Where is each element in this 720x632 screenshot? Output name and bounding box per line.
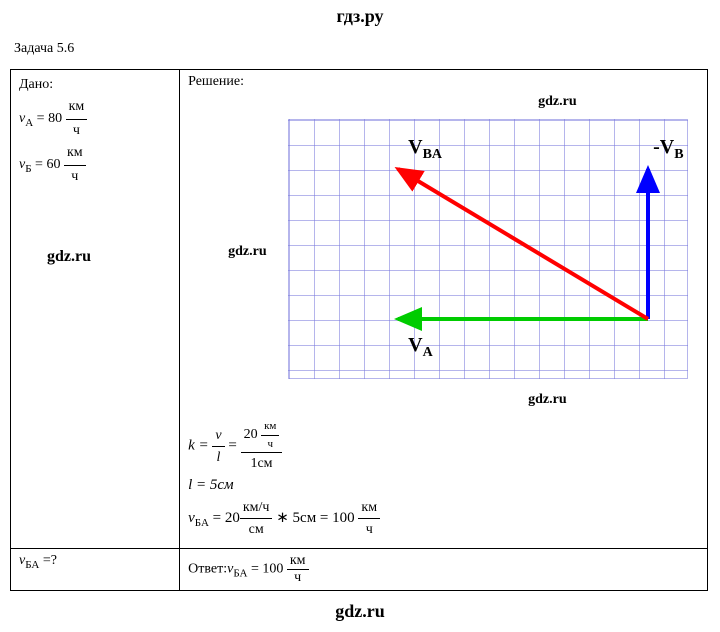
answer-cell: Ответ:vБА = 100 кмч [180, 548, 708, 590]
formula-l: l = 5см [188, 474, 699, 497]
watermark-top: гдз.ру [0, 0, 720, 41]
label-vA: VA [408, 334, 433, 361]
label-negVB: -VB [653, 136, 683, 163]
watermark-diag-bottom: gdz.ru [528, 392, 567, 408]
given-vB: vБ = 60 кмч [19, 142, 171, 188]
vector-vBA [398, 169, 648, 319]
watermark-bottom: gdz.ru [0, 591, 720, 632]
watermark-diag-top: gdz.ru [538, 94, 577, 110]
solution-label: Решение: [188, 74, 699, 92]
solution-cell: Решение: gdz.ru [180, 70, 708, 549]
formula-block: k = vl = 20 кмч1см l = 5см vБА = 20км/чс… [188, 416, 699, 544]
formula-vBA: vБА = 20км/чсм ∗ 5см = 100 кмч [188, 497, 699, 540]
find-cell: vБА =? [11, 548, 180, 590]
watermark-left: gdz.ru [19, 188, 171, 326]
formula-k: k = vl = 20 кмч1см [188, 418, 699, 474]
given-label: Дано: [19, 74, 171, 96]
watermark-sol-mid: gdz.ru [228, 244, 267, 260]
problem-title: Задача 5.6 [0, 41, 720, 69]
given-vA: vA = 80 кмч [19, 96, 171, 142]
vector-svg [288, 119, 688, 379]
given-cell: Дано: vA = 80 кмч vБ = 60 кмч gdz.ru [11, 70, 180, 549]
vector-diagram: gdz.ru [228, 94, 688, 414]
solution-table: Дано: vA = 80 кмч vБ = 60 кмч gdz.ru Реш… [10, 69, 708, 591]
label-vBA: VBA [408, 136, 442, 163]
